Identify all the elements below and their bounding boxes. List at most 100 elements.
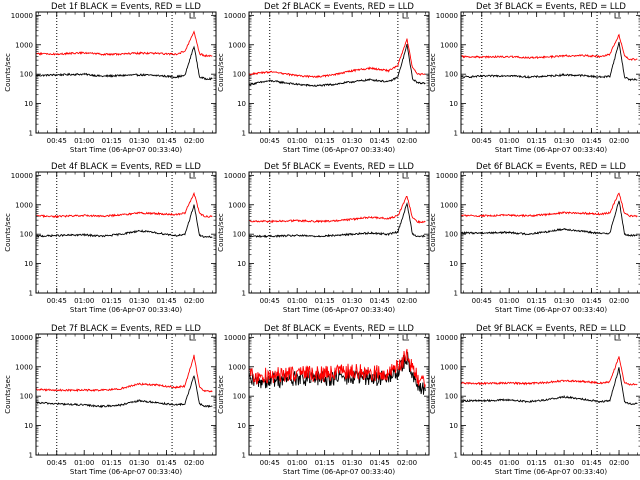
time-bracket	[189, 173, 197, 179]
x-tick-label: 01:45	[156, 459, 176, 467]
x-tick-label: 00:45	[260, 297, 280, 305]
y-axis-label: Counts/sec	[217, 213, 225, 252]
x-tick-label: 01:00	[74, 297, 94, 305]
time-bracket	[189, 335, 197, 341]
y-tick-label: 1000	[228, 41, 246, 49]
events-line	[461, 200, 638, 237]
x-axis-label: Start Time (06-Apr-07 00:33:40)	[495, 146, 607, 154]
y-tick-label: 1000	[228, 363, 246, 371]
events-line	[249, 202, 426, 239]
y-tick-label: 1000	[440, 363, 458, 371]
axis-frame	[460, 333, 640, 456]
x-tick-label: 02:00	[609, 137, 629, 145]
y-tick-label: 10000	[436, 334, 458, 342]
y-tick-label: 1	[454, 452, 458, 460]
x-tick-label: 02:00	[609, 297, 629, 305]
y-tick-label: 1	[29, 452, 33, 460]
axis-frame	[460, 171, 640, 294]
axis-frame	[248, 11, 430, 134]
x-tick-label: 01:00	[499, 137, 519, 145]
x-tick-label: 01:30	[342, 297, 362, 305]
lld-line	[461, 356, 638, 386]
panel-title: Det 3f BLACK = Events, RED = LLD	[476, 2, 626, 12]
y-tick-label: 1	[29, 290, 33, 298]
x-axis-label: Start Time (06-Apr-07 00:33:40)	[495, 306, 607, 314]
panel-title: Det 9f BLACK = Events, RED = LLD	[476, 324, 626, 334]
x-tick-label: 01:00	[287, 459, 307, 467]
y-tick-label: 1000	[15, 363, 33, 371]
y-axis-label: Counts/sec	[4, 375, 12, 414]
lld-line	[461, 192, 638, 218]
x-axis-label: Start Time (06-Apr-07 00:33:40)	[283, 468, 395, 476]
y-tick-label: 1	[454, 290, 458, 298]
x-tick-label: 02:00	[397, 137, 417, 145]
axis-frame	[460, 11, 640, 134]
lld-line	[36, 354, 213, 393]
panel-title: Det 2f BLACK = Events, RED = LLD	[264, 2, 414, 12]
x-tick-label: 01:30	[342, 459, 362, 467]
time-bracket	[402, 173, 410, 179]
lld-line	[36, 191, 213, 219]
x-tick-label: 01:00	[499, 459, 519, 467]
x-tick-label: 01:00	[287, 297, 307, 305]
y-tick-label: 10	[24, 260, 33, 268]
y-tick-label: 10000	[224, 172, 246, 180]
y-tick-label: 10000	[436, 12, 458, 20]
x-tick-label: 00:45	[47, 137, 67, 145]
y-tick-label: 100	[233, 393, 246, 401]
panel-title: Det 7f BLACK = Events, RED = LLD	[51, 324, 201, 334]
x-tick-label: 02:00	[609, 459, 629, 467]
x-tick-label: 01:45	[369, 137, 389, 145]
y-tick-label: 10	[449, 100, 458, 108]
events-line	[249, 43, 426, 87]
lld-line	[461, 33, 638, 61]
events-line	[36, 375, 213, 409]
events-line	[461, 367, 638, 406]
y-tick-label: 1	[242, 290, 246, 298]
x-axis-label: Start Time (06-Apr-07 00:33:40)	[70, 146, 182, 154]
y-tick-label: 100	[20, 393, 33, 401]
x-tick-label: 02:00	[184, 137, 204, 145]
y-tick-label: 10000	[11, 12, 33, 20]
panel-det-1: Det 1f BLACK = Events, RED = LLD 1 10 100 10…	[4, 2, 217, 154]
y-axis-label: Counts/sec	[217, 375, 225, 414]
x-tick-label: 00:45	[472, 459, 492, 467]
y-tick-label: 10000	[11, 334, 33, 342]
y-tick-label: 1000	[440, 201, 458, 209]
panel-det-2: Det 2f BLACK = Events, RED = LLD 1 10 100 10…	[217, 2, 430, 154]
y-tick-label: 100	[233, 71, 246, 79]
x-tick-label: 01:15	[102, 137, 122, 145]
x-tick-label: 01:45	[156, 297, 176, 305]
panel-title: Det 8f BLACK = Events, RED = LLD	[264, 324, 414, 334]
time-bracket	[614, 335, 622, 341]
x-tick-label: 01:45	[581, 459, 601, 467]
panel-det-6: Det 6f BLACK = Events, RED = LLD 1 10 100 10…	[429, 162, 640, 314]
time-bracket	[614, 173, 622, 179]
x-tick-label: 02:00	[184, 459, 204, 467]
x-tick-label: 01:15	[527, 459, 547, 467]
x-tick-label: 01:45	[369, 297, 389, 305]
x-tick-label: 00:45	[472, 137, 492, 145]
x-tick-label: 01:00	[74, 459, 94, 467]
x-tick-label: 01:15	[315, 459, 335, 467]
y-tick-label: 100	[445, 393, 458, 401]
y-tick-label: 100	[445, 71, 458, 79]
axis-frame	[248, 171, 430, 294]
x-tick-label: 01:15	[315, 137, 335, 145]
x-tick-label: 01:30	[129, 137, 149, 145]
y-axis-label: Counts/sec	[4, 53, 12, 92]
x-tick-label: 01:30	[129, 459, 149, 467]
axis-frame	[35, 11, 217, 134]
panel-title: Det 1f BLACK = Events, RED = LLD	[51, 2, 201, 12]
x-tick-label: 02:00	[184, 297, 204, 305]
x-tick-label: 01:15	[315, 297, 335, 305]
y-tick-label: 10	[24, 422, 33, 430]
y-tick-label: 10000	[224, 334, 246, 342]
time-bracket	[402, 13, 410, 19]
y-tick-label: 10000	[436, 172, 458, 180]
x-tick-label: 01:30	[554, 137, 574, 145]
panel-det-7: Det 7f BLACK = Events, RED = LLD 1 10 100 10…	[4, 324, 217, 476]
panel-det-9: Det 9f BLACK = Events, RED = LLD 1 10 100 10…	[429, 324, 640, 476]
x-axis-label: Start Time (06-Apr-07 00:33:40)	[70, 306, 182, 314]
